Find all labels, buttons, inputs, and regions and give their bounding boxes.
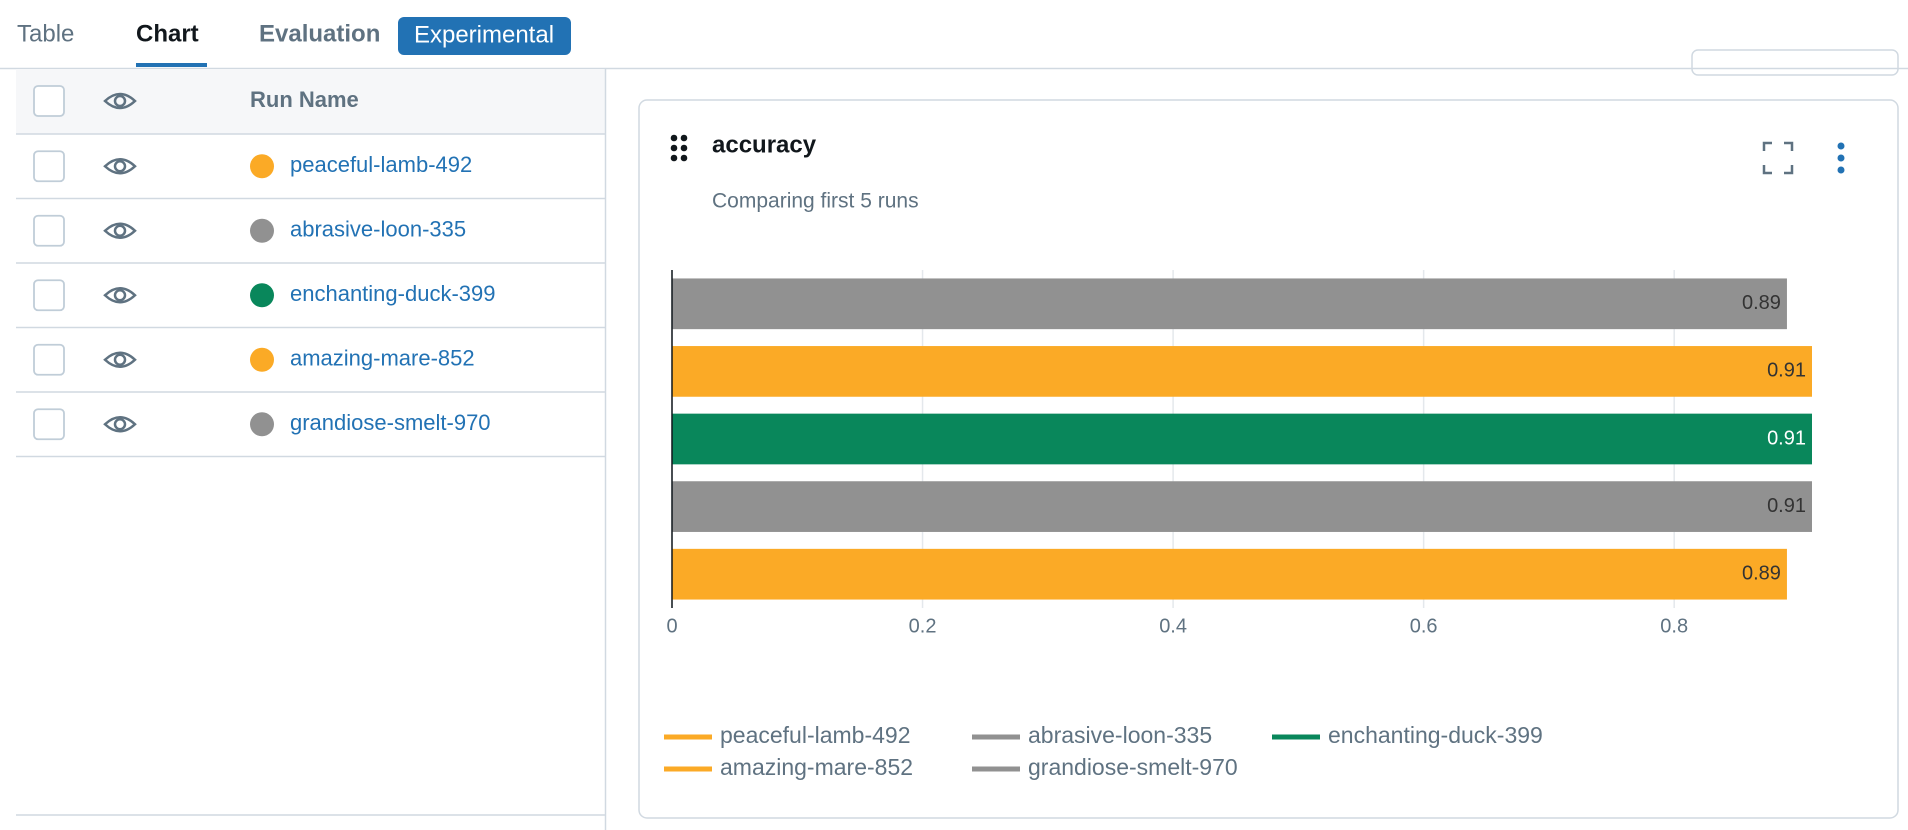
run-color-dot xyxy=(250,283,274,308)
eye-outline xyxy=(103,92,137,110)
column-header: Run Name xyxy=(250,87,359,112)
legend-label[interactable]: amazing-mare-852 xyxy=(720,754,913,780)
checkbox[interactable] xyxy=(33,214,65,247)
x-tick-label: 0.2 xyxy=(909,615,937,637)
run-name-link[interactable]: grandiose-smelt-970 xyxy=(290,410,491,435)
bar xyxy=(672,548,1787,600)
legend-label[interactable]: grandiose-smelt-970 xyxy=(1028,754,1238,780)
bar xyxy=(672,346,1812,397)
bar xyxy=(672,481,1812,532)
fullscreen-icon[interactable] xyxy=(1762,141,1794,175)
bar xyxy=(672,278,1787,330)
visibility-toggle[interactable] xyxy=(103,222,137,239)
button-partial[interactable] xyxy=(1691,49,1899,76)
eye-pupil xyxy=(113,94,127,108)
bar-value-label: 0.91 xyxy=(1767,495,1806,517)
visibility-toggle[interactable] xyxy=(103,158,137,175)
eye-pupil xyxy=(113,160,127,173)
eye-outline xyxy=(103,222,137,239)
eye-outline xyxy=(103,351,137,368)
eye-pupil xyxy=(113,289,127,302)
legend-label[interactable]: enchanting-duck-399 xyxy=(1328,722,1543,748)
chart-subtitle: Comparing first 5 runs xyxy=(712,190,919,213)
bar-value-label: 0.91 xyxy=(1767,360,1806,382)
checkbox[interactable] xyxy=(33,408,65,441)
run-color-dot xyxy=(250,347,274,372)
bar-value-label: 0.89 xyxy=(1742,292,1781,314)
run-name-link[interactable]: amazing-mare-852 xyxy=(290,346,475,371)
legend-label[interactable]: peaceful-lamb-492 xyxy=(720,722,911,748)
run-name-link[interactable]: enchanting-duck-399 xyxy=(290,281,495,306)
checkbox[interactable] xyxy=(33,279,65,312)
tab[interactable]: Evaluation xyxy=(259,20,380,47)
checkbox[interactable] xyxy=(33,150,65,183)
visibility-toggle[interactable] xyxy=(103,416,137,433)
bar-value-label: 0.91 xyxy=(1767,427,1806,449)
run-color-dot xyxy=(250,154,274,179)
visibility-toggle[interactable] xyxy=(103,287,137,304)
eye-pupil xyxy=(113,353,127,366)
tab-underline xyxy=(136,63,207,67)
checkbox[interactable] xyxy=(33,343,65,376)
tab[interactable]: Table xyxy=(17,20,74,47)
eye-outline xyxy=(103,158,137,175)
badge: Experimental xyxy=(414,21,554,48)
legend-label[interactable]: abrasive-loon-335 xyxy=(1028,722,1212,748)
eye-pupil xyxy=(113,224,127,237)
run-name-link[interactable]: abrasive-loon-335 xyxy=(290,217,466,242)
drag-handle[interactable] xyxy=(670,134,688,162)
visibility-toggle[interactable] xyxy=(103,92,137,110)
x-tick-label: 0.8 xyxy=(1660,615,1688,637)
eye-pupil xyxy=(113,418,127,431)
eye-outline xyxy=(103,416,137,433)
bar-value-label: 0.89 xyxy=(1742,562,1781,584)
menu-icon[interactable] xyxy=(1837,142,1845,174)
checkbox[interactable] xyxy=(33,85,65,117)
badge-bg xyxy=(398,17,571,55)
run-color-dot xyxy=(250,412,274,437)
x-tick-label: 0.6 xyxy=(1410,615,1438,637)
x-tick-label: 0.4 xyxy=(1159,615,1187,637)
chart-title: accuracy xyxy=(712,131,817,158)
tab-active[interactable]: Chart xyxy=(136,20,199,47)
x-tick-label: 0 xyxy=(666,615,677,637)
visibility-toggle[interactable] xyxy=(103,351,137,368)
bar xyxy=(672,413,1812,465)
run-name-link[interactable]: peaceful-lamb-492 xyxy=(290,152,472,177)
run-color-dot xyxy=(250,218,274,243)
eye-outline xyxy=(103,287,137,304)
